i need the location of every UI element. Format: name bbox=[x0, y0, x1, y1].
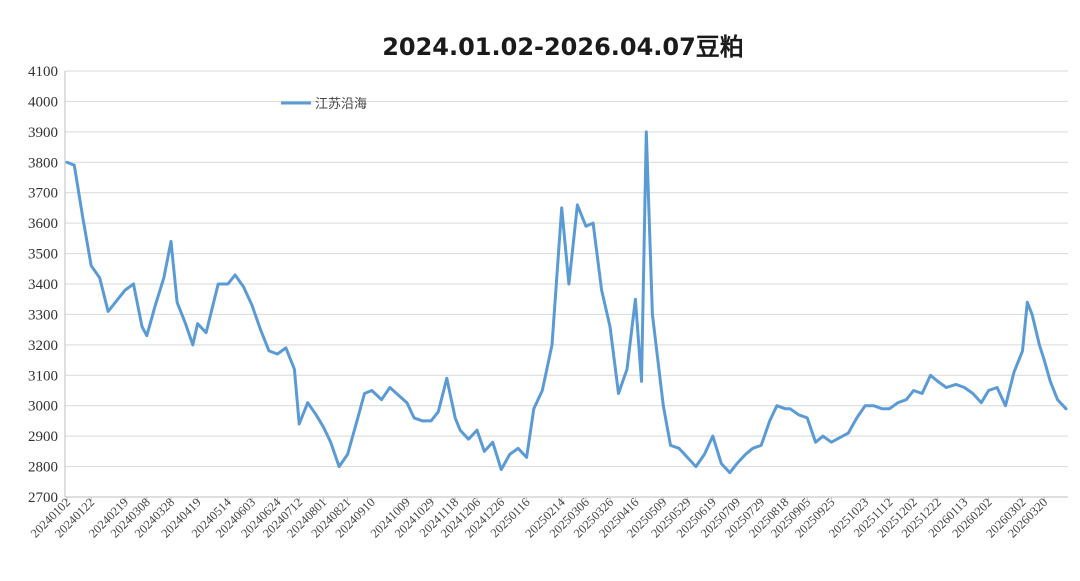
y-tick-label: 3900 bbox=[28, 125, 58, 141]
y-tick-label: 4100 bbox=[28, 64, 58, 80]
y-tick-label: 3400 bbox=[28, 277, 58, 293]
y-tick-label: 3800 bbox=[28, 155, 58, 171]
chart-title: 2024.01.02-2026.04.07豆粕 bbox=[382, 33, 744, 61]
y-tick-label: 2800 bbox=[28, 460, 58, 476]
y-tick-label: 3200 bbox=[28, 338, 58, 354]
y-axis: 2700 2800 2900 3000 3100 3200 3300 3400 3500 3600… bbox=[28, 64, 66, 506]
y-tick-label: 3600 bbox=[28, 216, 58, 232]
y-tick-label: 3700 bbox=[28, 186, 58, 202]
series-lines bbox=[65, 130, 1068, 475]
x-axis: 2024010220240122202402192024030820240328… bbox=[28, 495, 1068, 540]
legend-label: 江苏沿海 bbox=[315, 96, 367, 112]
series-line-jiangsu-coastal bbox=[65, 130, 1068, 475]
y-tick-label: 3500 bbox=[28, 247, 58, 263]
legend: 江苏沿海 bbox=[281, 96, 367, 112]
y-tick-label: 4000 bbox=[28, 94, 58, 110]
y-tick-label: 3000 bbox=[28, 399, 58, 415]
y-tick-label: 3100 bbox=[28, 368, 58, 384]
y-tick-label: 2900 bbox=[28, 429, 58, 445]
y-tick-label: 2700 bbox=[28, 490, 58, 506]
y-tick-label: 3300 bbox=[28, 307, 58, 323]
gridlines bbox=[65, 70, 1068, 498]
